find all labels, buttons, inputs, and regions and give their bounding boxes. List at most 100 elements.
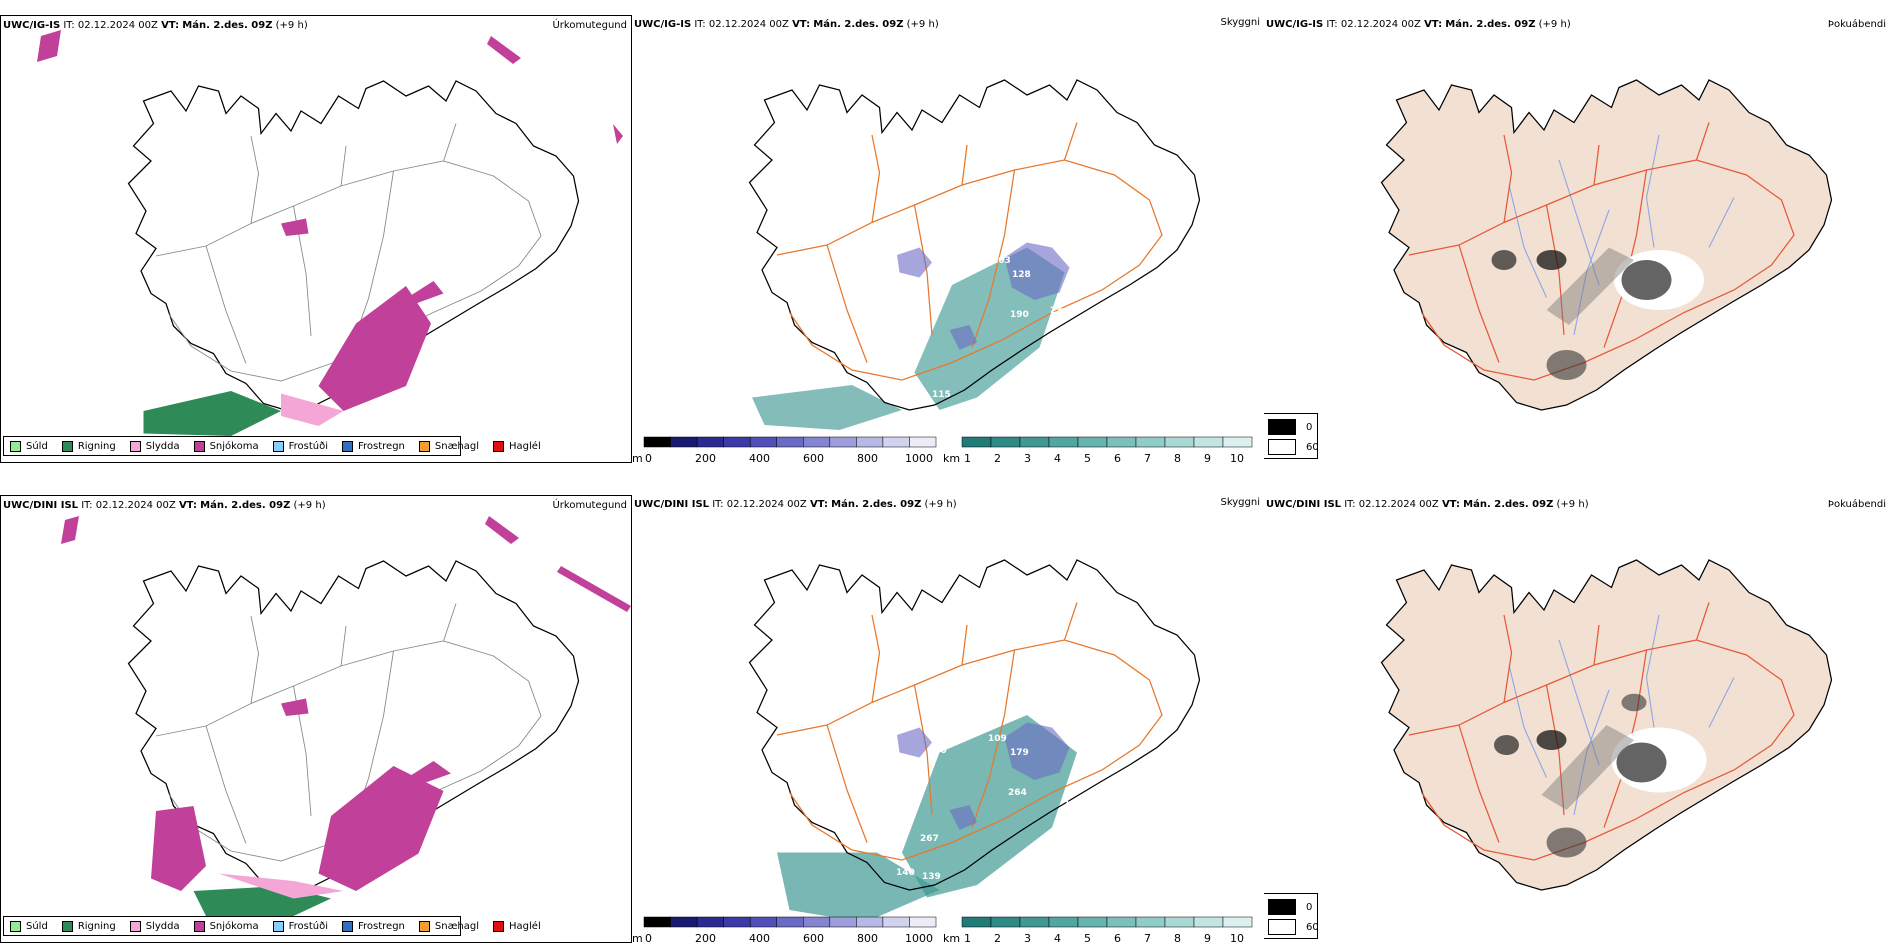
elev-tick: 600	[803, 452, 824, 463]
visibility-bar-cells	[961, 436, 1253, 448]
vis-tick: 9	[1204, 932, 1211, 943]
elevation-bar-cell	[670, 436, 698, 448]
elev-unit: m	[632, 932, 643, 943]
vis-label: 140	[896, 868, 915, 878]
visibility-bar-cell	[1077, 916, 1108, 928]
vis-tick: 8	[1174, 452, 1181, 463]
vis-label: 23	[1050, 306, 1063, 316]
panel-title: UWC/DINI ISL IT: 02.12.2024 00Z VT: Mán.…	[3, 500, 326, 511]
vis-tick: 3	[1024, 932, 1031, 943]
elev-tick: 600	[803, 932, 824, 943]
vis-label: 190	[1010, 310, 1029, 320]
elevation-bar-cell	[670, 916, 698, 928]
elev-tick: 200	[695, 932, 716, 943]
vis-label: 84	[1072, 290, 1085, 300]
field-name: Úrkomutegund	[552, 500, 627, 511]
elev-tick: 400	[749, 452, 770, 463]
legend-swatch	[418, 440, 430, 452]
elev-tick: 0	[645, 452, 652, 463]
precip-type-panel-1: UWC/IG-IS IT: 02.12.2024 00Z VT: Mán. 2.…	[0, 15, 632, 463]
legend-item: Haglél	[493, 920, 541, 932]
field-name: Skyggni	[1220, 497, 1260, 508]
fog-key-swatch	[1268, 919, 1296, 935]
legend-swatch	[272, 920, 284, 932]
iceland-precip-map-2	[61, 516, 631, 916]
vis-tick: 5	[1084, 452, 1091, 463]
fog-panel-2: UWC/DINI ISL IT: 02.12.2024 00Z VT: Mán.…	[1264, 495, 1900, 943]
visibility-bar-cell	[1048, 436, 1079, 448]
fog-key-item: 0	[1268, 899, 1312, 915]
legend-item: Súld	[10, 920, 48, 932]
visibility-bar-cell	[1222, 436, 1253, 448]
vis-label: 128	[1012, 270, 1031, 280]
field-name: Þokuábendi	[1827, 19, 1886, 30]
legend-item: Súld	[10, 440, 48, 452]
precip-type-panel-2: UWC/DINI ISL IT: 02.12.2024 00Z VT: Mán.…	[0, 495, 632, 943]
elevation-bar-cell	[723, 916, 751, 928]
panel-title: UWC/IG-IS IT: 02.12.2024 00Z VT: Mán. 2.…	[634, 19, 939, 30]
elev-tick: 400	[749, 932, 770, 943]
fog-key: 0 60	[1264, 893, 1319, 939]
visibility-bar-cell	[990, 916, 1021, 928]
elevation-bar-cell	[829, 916, 857, 928]
sleet-area	[218, 873, 344, 899]
visibility-bar-cell	[1019, 436, 1050, 448]
legend-item: Frostregn	[342, 440, 405, 452]
vis-label: 179	[1010, 748, 1029, 758]
elev-tick: 1000	[905, 932, 933, 943]
fog-key-item: 0	[1268, 419, 1312, 435]
field-name: Úrkomutegund	[552, 20, 627, 31]
visibility-bar-cell	[990, 436, 1021, 448]
vis-label: 13	[876, 742, 889, 752]
vis-label: 126	[880, 266, 899, 276]
elevation-bar-cell	[882, 436, 910, 448]
elevation-bar-cell	[643, 916, 671, 928]
elevation-bar-cell	[776, 916, 804, 928]
visibility-bar-cell	[1048, 916, 1079, 928]
legend-item: Snjókoma	[193, 920, 259, 932]
vis-tick: 9	[1204, 452, 1211, 463]
elevation-colorbar: m 0 200 400 600 800 1000 km 1 2 3 4 5 6 …	[632, 435, 1254, 463]
iceland-visibility-map-2: 13 100 270 109 179 264 81 15 267 140 139	[748, 559, 1201, 923]
vis-tick: 7	[1144, 932, 1151, 943]
elevation-bar-cell	[856, 436, 884, 448]
legend-swatch	[10, 440, 21, 452]
vis-label: 11	[910, 385, 923, 395]
vis-tick: 6	[1114, 932, 1121, 943]
legend-swatch	[272, 440, 284, 452]
legend-swatch	[193, 440, 205, 452]
elev-tick: 0	[645, 932, 652, 943]
vis-label: 100	[940, 728, 959, 738]
fog-panel-1: UWC/IG-IS IT: 02.12.2024 00Z VT: Mán. 2.…	[1264, 15, 1900, 463]
iceland-fog-map-1	[1380, 79, 1833, 411]
panel-title: UWC/IG-IS IT: 02.12.2024 00Z VT: Mán. 2.…	[3, 20, 308, 31]
vis-unit: km	[943, 932, 960, 943]
vis-tick: 3	[1024, 452, 1031, 463]
vis-tick: 8	[1174, 932, 1181, 943]
visibility-panel-2: 13 100 270 109 179 264 81 15 267 140 139…	[632, 495, 1264, 943]
vis-tick: 6	[1114, 452, 1121, 463]
fog-key-swatch	[1268, 419, 1296, 435]
legend-swatch	[129, 440, 141, 452]
vis-label: 100	[942, 251, 961, 261]
legend-item: Slydda	[129, 920, 180, 932]
elevation-bar-cell	[749, 436, 777, 448]
elevation-bar-cell	[696, 436, 724, 448]
visibility-bar-cell	[1135, 916, 1166, 928]
vis-unit: km	[943, 452, 960, 463]
precip-legend: Súld Rigning Slydda Snjókoma Frostúði Fr…	[3, 436, 541, 456]
elevation-bar-cell	[829, 436, 857, 448]
legend-swatch	[493, 440, 505, 452]
legend-swatch	[342, 440, 353, 452]
vis-label: 139	[922, 872, 941, 882]
vis-label: 270	[928, 746, 947, 756]
elevation-bar-cell	[803, 916, 831, 928]
visibility-bar-cell	[1106, 436, 1137, 448]
vis-tick: 10	[1230, 932, 1244, 943]
vis-label: 81	[1070, 770, 1083, 780]
vis-label: 38	[904, 353, 917, 363]
visibility-bar-cell	[1164, 916, 1195, 928]
legend-swatch	[10, 920, 21, 932]
legend-swatch	[493, 920, 505, 932]
vis-label: 103	[992, 256, 1011, 266]
